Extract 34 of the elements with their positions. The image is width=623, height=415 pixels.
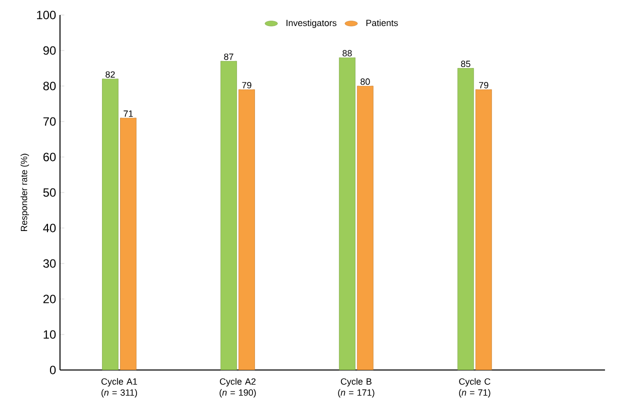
y-tick-label: 0	[50, 366, 56, 374]
x-tick-label: Cycle B (n = 171)	[338, 378, 374, 398]
bar	[102, 78, 118, 370]
bar	[339, 57, 356, 370]
y-tick-label: 60	[43, 152, 56, 162]
bar	[475, 89, 492, 370]
bar	[220, 60, 237, 370]
bar	[120, 118, 136, 370]
legend-label: Investigators	[286, 19, 336, 28]
bar	[238, 89, 255, 370]
y-axis-title: Responder rate (%)	[20, 154, 29, 232]
data-label: 71	[124, 110, 133, 117]
data-label: 79	[479, 82, 488, 88]
y-tick-label: 50	[43, 188, 56, 197]
y-tick-label: 30	[43, 259, 56, 268]
x-tick-label: Cycle A1 (n = 311)	[101, 378, 138, 398]
y-tick-label: 70	[43, 117, 56, 126]
data-label: 79	[242, 82, 252, 88]
data-label: 87	[224, 54, 234, 60]
bar	[457, 68, 474, 370]
y-tick-label: 40	[43, 224, 56, 232]
data-label: 80	[360, 78, 370, 85]
legend-label: Patients	[366, 19, 398, 26]
y-tick-label: 20	[43, 294, 56, 304]
x-tick-label: Cycle A2 (n = 190)	[220, 378, 256, 398]
data-label: 85	[461, 60, 470, 68]
y-tick-label: 80	[43, 82, 56, 90]
y-tick-label: 100	[37, 10, 56, 20]
x-tick-label: Cycle C (n = 71)	[459, 378, 490, 398]
data-label: 82	[106, 71, 115, 78]
y-tick-label: 90	[43, 46, 56, 55]
data-label: 88	[342, 50, 352, 56]
bar	[357, 86, 374, 370]
y-tick-label: 10	[44, 330, 56, 339]
